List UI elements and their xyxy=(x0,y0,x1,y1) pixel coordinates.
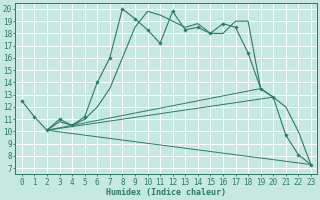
X-axis label: Humidex (Indice chaleur): Humidex (Indice chaleur) xyxy=(106,188,226,197)
